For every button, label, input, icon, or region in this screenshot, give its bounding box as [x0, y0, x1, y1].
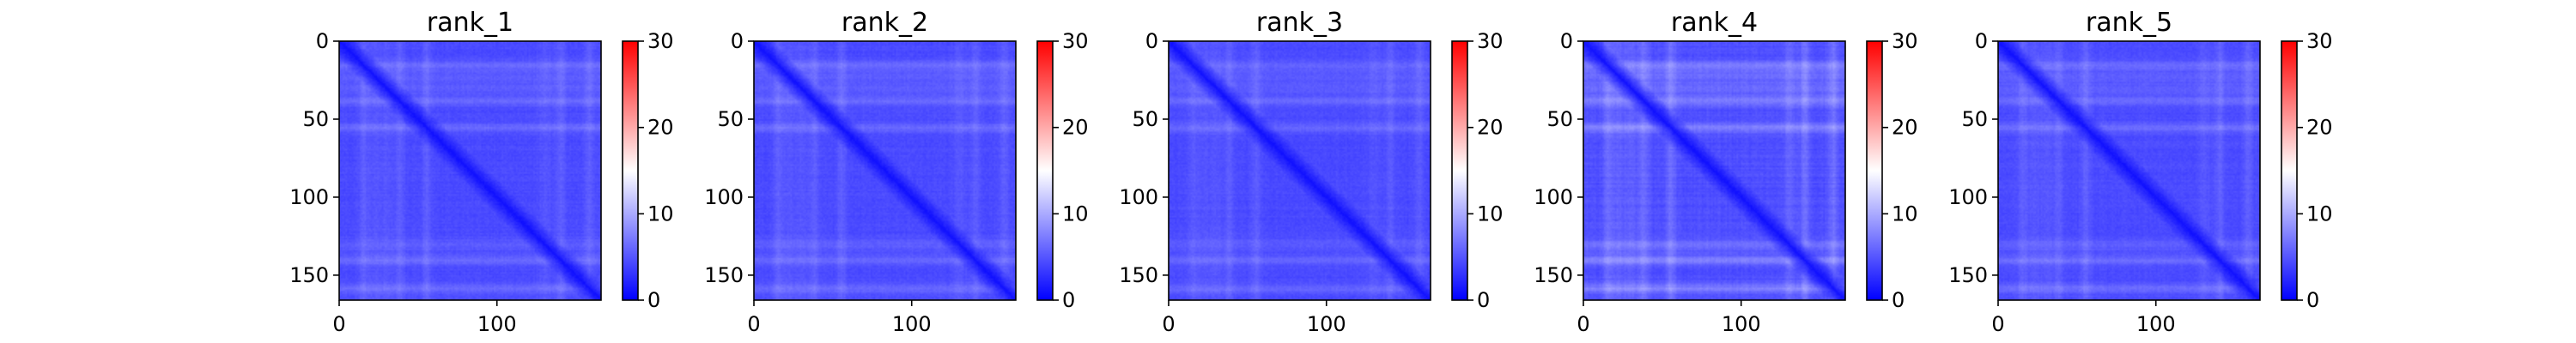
colorbar-tick-label: 0 — [2306, 288, 2319, 312]
x-tick-label: 100 — [892, 312, 932, 336]
colorbar-tick-label: 20 — [1477, 116, 1504, 140]
y-tick-label: 50 — [1546, 107, 1573, 131]
x-tick-label: 100 — [2136, 312, 2176, 336]
x-tick-label: 0 — [332, 312, 345, 336]
panel-title: rank_3 — [1256, 8, 1343, 38]
y-tick-label: 150 — [289, 263, 329, 287]
colorbar-tick-label: 10 — [647, 202, 674, 226]
y-tick-label: 50 — [1132, 107, 1158, 131]
panel-title: rank_5 — [2086, 8, 2172, 38]
colorbar-frame — [2281, 40, 2298, 301]
colorbar-tick-label: 30 — [1062, 29, 1089, 53]
heatmap-cells — [754, 41, 1016, 300]
y-tick-label: 100 — [289, 185, 329, 209]
colorbar — [1452, 41, 1467, 300]
y-tick-label: 150 — [1119, 263, 1158, 287]
panel-title: rank_2 — [841, 8, 928, 38]
y-tick-label: 50 — [302, 107, 329, 131]
colorbar-tick-label: 30 — [2306, 29, 2333, 53]
colorbar-frame — [1036, 40, 1054, 301]
colorbar-tick-label: 30 — [647, 29, 674, 53]
y-tick-label: 150 — [704, 263, 744, 287]
y-tick-label: 0 — [731, 29, 744, 53]
heatmap-panel-2: rank_2 0 50 100 150 0 100 0 10 20 30 — [704, 8, 1088, 336]
colorbar-tick-label: 0 — [1477, 288, 1490, 312]
colorbar-tick-label: 30 — [1892, 29, 1918, 53]
colorbar-tick-label: 20 — [647, 116, 674, 140]
x-tick-label: 0 — [1162, 312, 1175, 336]
panel-title: rank_4 — [1671, 8, 1758, 38]
heatmap-cells — [1998, 41, 2260, 300]
colorbar-tick-label: 20 — [1892, 116, 1918, 140]
x-tick-label: 0 — [1991, 312, 2004, 336]
heatmap-panel-3: rank_3 0 50 100 150 0 100 0 10 20 30 — [1119, 8, 1503, 336]
x-tick-label: 0 — [747, 312, 760, 336]
y-tick-label: 0 — [1560, 29, 1573, 53]
heatmap-panel-4: rank_4 0 50 100 150 0 100 0 10 20 30 — [1534, 8, 1917, 336]
x-tick-label: 100 — [477, 312, 517, 336]
y-tick-label: 100 — [1534, 185, 1573, 209]
plot-frame — [753, 40, 1017, 301]
plot-frame — [1997, 40, 2261, 301]
colorbar-tick-label: 30 — [1477, 29, 1504, 53]
colorbar-tick-label: 20 — [2306, 116, 2333, 140]
heatmap-panel-5: rank_5 0 50 100 150 0 100 0 10 20 30 — [1948, 8, 2332, 336]
x-tick-label: 100 — [1722, 312, 1761, 336]
colorbar-tick-label: 10 — [1062, 202, 1089, 226]
y-tick-label: 100 — [704, 185, 744, 209]
y-tick-label: 100 — [1119, 185, 1158, 209]
heatmap-cells — [339, 41, 601, 300]
y-tick-label: 0 — [1145, 29, 1158, 53]
colorbar-frame — [1451, 40, 1468, 301]
heatmap-cells — [1583, 41, 1845, 300]
y-tick-label: 0 — [1975, 29, 1988, 53]
colorbar-frame — [622, 40, 639, 301]
x-tick-label: 100 — [1307, 312, 1346, 336]
colorbar-tick-label: 20 — [1062, 116, 1089, 140]
colorbar-tick-label: 10 — [1892, 202, 1918, 226]
colorbar-tick-label: 0 — [647, 288, 660, 312]
plot-frame — [1583, 40, 1846, 301]
colorbar-tick-label: 10 — [1477, 202, 1504, 226]
colorbar-tick-label: 0 — [1892, 288, 1905, 312]
colorbar-frame — [1866, 40, 1883, 301]
y-tick-label: 50 — [1961, 107, 1988, 131]
colorbar — [623, 41, 638, 300]
colorbar — [2281, 41, 2297, 300]
colorbar-tick-label: 0 — [1062, 288, 1075, 312]
x-tick-label: 0 — [1577, 312, 1589, 336]
colorbar — [1867, 41, 1882, 300]
heatmap-cells — [1169, 41, 1431, 300]
y-tick-label: 50 — [717, 107, 744, 131]
y-tick-label: 0 — [316, 29, 329, 53]
panel-title: rank_1 — [427, 8, 513, 38]
colorbar-tick-label: 10 — [2306, 202, 2333, 226]
plot-frame — [1168, 40, 1431, 301]
y-tick-label: 150 — [1948, 263, 1988, 287]
heatmap-panel-1: rank_1 0 50 100 150 0 100 0 10 20 30 — [289, 8, 673, 336]
plot-frame — [338, 40, 602, 301]
colorbar — [1037, 41, 1053, 300]
y-tick-label: 150 — [1534, 263, 1573, 287]
y-tick-label: 100 — [1948, 185, 1988, 209]
